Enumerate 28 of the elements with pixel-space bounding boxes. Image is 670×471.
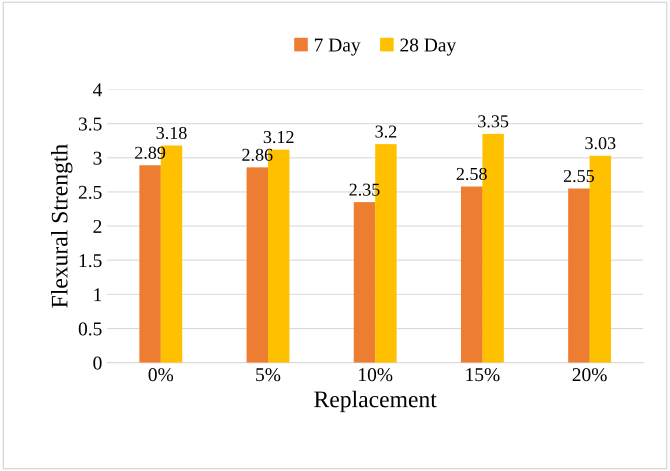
y-tick-label: 0.5	[78, 322, 102, 336]
y-axis-title: Flexural Strength	[51, 144, 72, 308]
x-tick-label: 0%	[148, 368, 174, 382]
y-tick-label: 0	[93, 356, 102, 370]
data-label: 3.35	[478, 115, 508, 128]
y-tick-label: 1	[94, 288, 102, 302]
x-tick-label: 5%	[256, 368, 280, 382]
x-axis-title: Replacement	[314, 390, 437, 412]
bar	[568, 188, 590, 363]
data-label: 3.12	[264, 131, 294, 144]
bar	[246, 167, 268, 363]
y-tick-label: 1.5	[80, 254, 102, 268]
y-tick-label: 2.5	[78, 186, 102, 199]
data-label: 3.03	[585, 137, 616, 150]
legend-label: 7 Day	[314, 38, 361, 56]
x-tick-label: 20%	[572, 368, 607, 382]
bar	[460, 186, 482, 363]
bar	[354, 202, 376, 363]
data-label: 3.2	[376, 126, 396, 138]
y-tick-label: 2	[93, 220, 102, 233]
x-tick-label: 10%	[359, 368, 392, 382]
y-tick-label: 3	[94, 152, 102, 165]
legend-label: 28 Day	[400, 38, 456, 56]
x-tick-label: 15%	[466, 368, 500, 382]
y-tick-label: 4	[92, 83, 102, 96]
data-label: 3.18	[156, 126, 187, 140]
y-tick-label: 3.5	[78, 118, 102, 131]
bar	[139, 165, 161, 363]
